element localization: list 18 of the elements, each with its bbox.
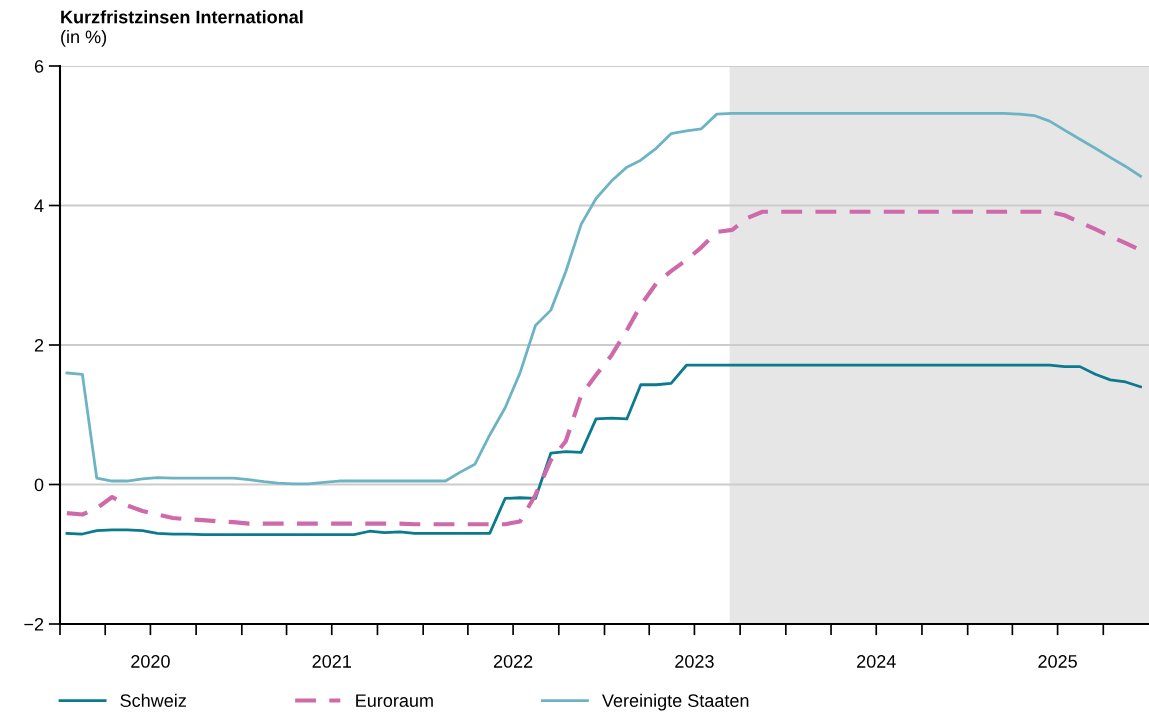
legend-label: Schweiz (120, 693, 186, 708)
y-tick-label: 4 (34, 199, 44, 213)
y-tick-label: 6 (34, 59, 44, 73)
y-tick-label: 0 (34, 478, 44, 492)
y-tick-label: −2 (24, 617, 44, 631)
legend-label: Vereinigte Staaten (602, 693, 749, 711)
x-tick-label: 2023 (675, 655, 714, 668)
line-series (65, 112, 1142, 486)
legend-label: Euroraum (356, 694, 433, 708)
x-tick-label: 2021 (312, 655, 351, 668)
x-tick-label: 2020 (131, 655, 170, 668)
x-tick-label: 2025 (1038, 655, 1077, 668)
x-tick-label: 2024 (857, 655, 896, 668)
line-series (65, 363, 1142, 537)
chart-title: Kurzfristzinsen International (61, 10, 303, 24)
chart-subtitle: (in %) (61, 30, 107, 47)
y-tick-label: 2 (34, 338, 44, 352)
x-tick-label: 2022 (493, 655, 533, 668)
